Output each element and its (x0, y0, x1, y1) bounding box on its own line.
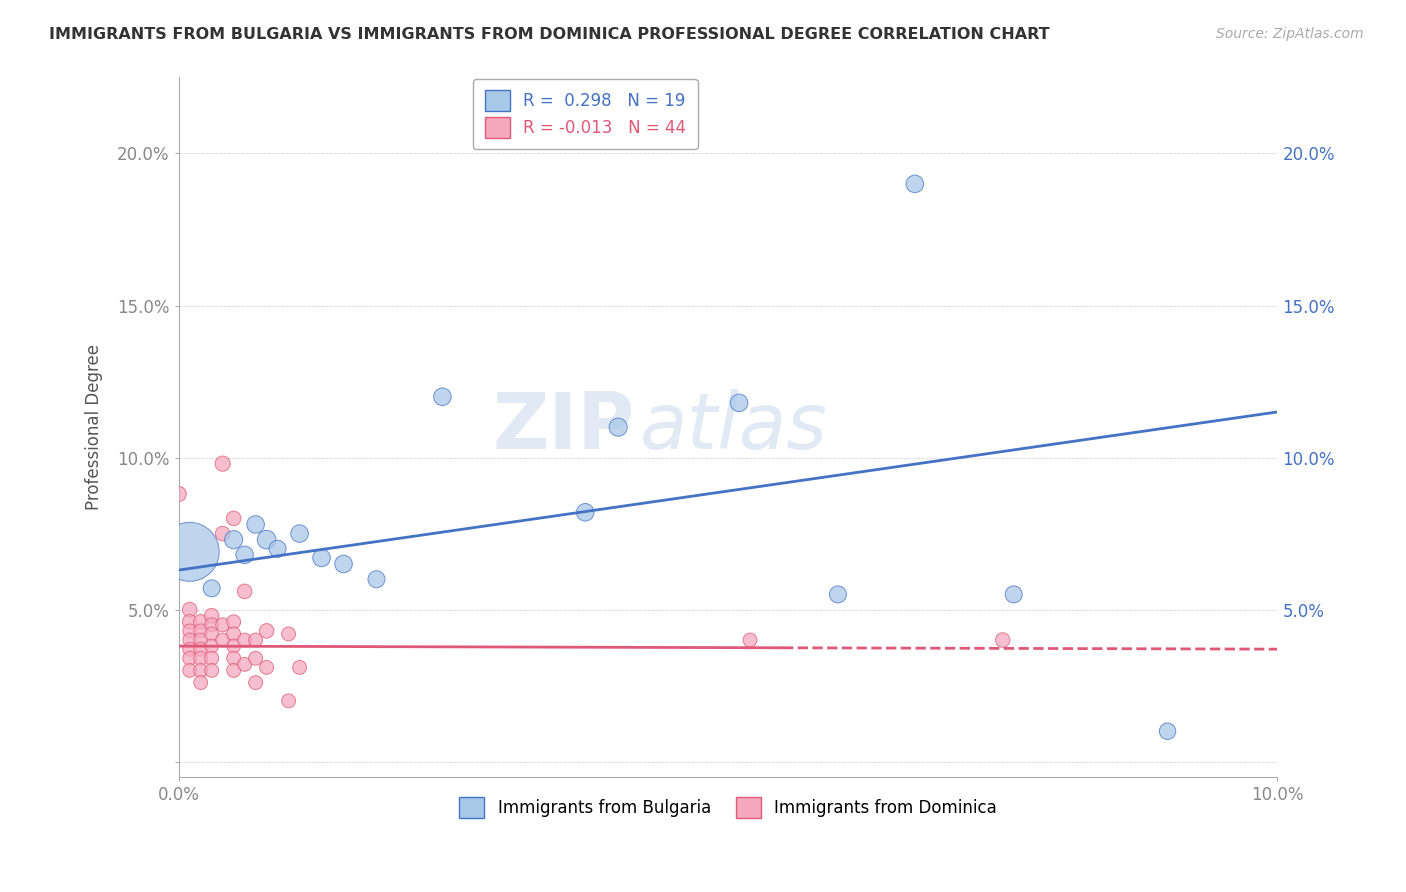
Point (190, 664, 212, 678)
Point (288, 660, 311, 674)
Point (222, 651, 245, 665)
Point (256, 533, 278, 547)
Point (332, 557, 354, 571)
Point (222, 627, 245, 641)
Point (179, 633, 201, 648)
Point (167, 487, 190, 501)
Point (201, 627, 224, 641)
Point (222, 533, 245, 547)
Point (233, 657, 256, 672)
Point (190, 624, 212, 638)
Point (222, 639, 245, 653)
Point (277, 627, 299, 641)
Legend: Immigrants from Bulgaria, Immigrants from Dominica: Immigrants from Bulgaria, Immigrants fro… (453, 791, 1004, 824)
Point (245, 517, 267, 532)
Point (201, 639, 224, 653)
Point (1156, 724, 1178, 739)
Point (222, 615, 245, 629)
Point (201, 608, 224, 623)
Point (222, 511, 245, 525)
Point (211, 526, 233, 541)
Point (211, 617, 233, 632)
Point (179, 642, 201, 657)
Text: ZIP: ZIP (492, 389, 634, 465)
Point (277, 694, 299, 708)
Point (201, 664, 224, 678)
Point (201, 582, 224, 596)
Text: Source: ZipAtlas.com: Source: ZipAtlas.com (1216, 27, 1364, 41)
Point (311, 550, 333, 565)
Point (266, 541, 288, 556)
Point (256, 624, 278, 638)
Point (211, 633, 233, 648)
Point (904, 177, 927, 191)
Point (256, 660, 278, 674)
Point (179, 651, 201, 665)
Point (233, 584, 256, 599)
Point (991, 633, 1014, 648)
Point (179, 664, 201, 678)
Point (366, 572, 388, 586)
Point (190, 633, 212, 648)
Point (179, 624, 201, 638)
Point (201, 617, 224, 632)
Point (190, 675, 212, 690)
Point (728, 396, 751, 410)
Point (574, 505, 596, 519)
Point (245, 633, 267, 648)
Text: atlas: atlas (640, 389, 828, 465)
Y-axis label: Professional Degree: Professional Degree (86, 344, 103, 510)
Point (432, 390, 454, 404)
Point (233, 633, 256, 648)
Point (179, 602, 201, 616)
Point (233, 548, 256, 562)
Point (190, 615, 212, 629)
Point (1002, 587, 1025, 601)
Point (190, 651, 212, 665)
Point (222, 664, 245, 678)
Point (190, 642, 212, 657)
Text: IMMIGRANTS FROM BULGARIA VS IMMIGRANTS FROM DOMINICA PROFESSIONAL DEGREE CORRELA: IMMIGRANTS FROM BULGARIA VS IMMIGRANTS F… (49, 27, 1050, 42)
Point (201, 651, 224, 665)
Point (179, 545, 201, 559)
Point (245, 675, 267, 690)
Point (245, 651, 267, 665)
Point (211, 457, 233, 471)
Point (607, 420, 630, 434)
Point (827, 587, 849, 601)
Point (179, 615, 201, 629)
Point (738, 633, 761, 648)
Point (288, 526, 311, 541)
